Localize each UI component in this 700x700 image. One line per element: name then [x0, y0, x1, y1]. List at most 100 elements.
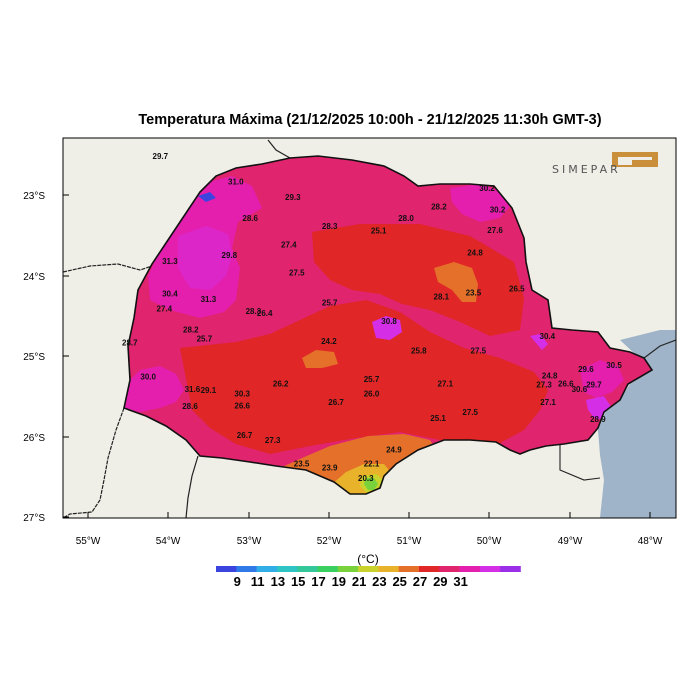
station-value: 28.1	[434, 293, 450, 302]
station-value: 23.5	[294, 459, 310, 468]
zone-29-31	[450, 184, 510, 222]
lon-label: 52°W	[317, 536, 342, 547]
colorbar-label: 29	[433, 574, 447, 589]
station-value: 27.5	[462, 408, 478, 417]
station-value: 27.3	[265, 436, 281, 445]
station-value: 25.8	[411, 347, 427, 356]
station-value: 25.7	[322, 298, 338, 307]
station-value: 27.5	[289, 269, 305, 278]
colorbar-swatch	[216, 566, 237, 572]
colorbar-label: 13	[271, 574, 285, 589]
colorbar-swatch	[236, 566, 257, 572]
station-value: 25.7	[364, 375, 380, 384]
colorbar-label: 21	[352, 574, 366, 589]
station-value: 26.2	[273, 380, 289, 389]
station-value: 22.1	[364, 459, 380, 468]
station-value: 28.2	[183, 326, 199, 335]
colorbar-label: 9	[234, 574, 241, 589]
zone-31-33	[372, 316, 402, 340]
zone-29-31	[580, 360, 624, 398]
temperature-field	[124, 156, 652, 494]
station-value: 28.3	[246, 307, 262, 316]
colorbar-label: 17	[311, 574, 325, 589]
lat-label: 27°S	[23, 513, 45, 524]
station-value: 25.1	[371, 227, 387, 236]
lat-label: 25°S	[23, 352, 45, 363]
station-value: 27.1	[438, 380, 454, 389]
station-value: 27.4	[281, 240, 297, 249]
colorbar-label: 11	[251, 574, 265, 589]
border-line	[63, 407, 125, 518]
station-value: 30.4	[162, 289, 178, 298]
station-value: 28.0	[398, 214, 414, 223]
zone-31-33	[178, 226, 232, 290]
colorbar-swatch	[500, 566, 521, 572]
station-value: 30.8	[381, 317, 397, 326]
zone-23-25	[434, 262, 478, 302]
zone-29-31	[124, 366, 184, 412]
axis-ticks	[63, 194, 651, 518]
colorbar-unit: (°C)	[357, 552, 378, 566]
station-value: 28.7	[122, 339, 138, 348]
station-value: 25.1	[430, 414, 446, 423]
colorbar-swatch	[256, 566, 278, 572]
station-value: 29.3	[285, 193, 301, 202]
colorbar-swatch	[358, 566, 379, 572]
lat-label: 24°S	[23, 272, 45, 283]
zone-23-25	[302, 350, 338, 368]
lon-label: 54°W	[156, 536, 181, 547]
zone-25-27	[312, 224, 524, 336]
colorbar: 9 11 13 15 17 19 21 23 25 27 29 31	[216, 566, 521, 589]
station-value: 30.2	[479, 184, 495, 193]
border-line	[267, 139, 291, 159]
station-value: 28.6	[182, 402, 198, 411]
station-value: 29.6	[578, 365, 594, 374]
station-value: 28.9	[590, 415, 606, 424]
colorbar-swatch	[479, 566, 501, 572]
lon-label: 51°W	[397, 536, 422, 547]
station-value: 26.4	[257, 309, 273, 318]
station-value: 27.5	[471, 347, 487, 356]
station-value: 30.3	[234, 389, 250, 398]
border-line	[643, 339, 676, 359]
colorbar-swatch	[419, 566, 440, 572]
station-value: 28.3	[322, 222, 338, 231]
station-value: 29.7	[586, 380, 602, 389]
zone-31-33	[530, 334, 548, 350]
station-value: 26.7	[328, 398, 344, 407]
state-outline	[123, 155, 654, 495]
station-value: 31.6	[185, 385, 201, 394]
station-value: 29.8	[222, 251, 238, 260]
ocean-area	[598, 330, 676, 518]
station-value: 29.7	[153, 152, 169, 161]
logo-text: SIMEPAR	[552, 163, 621, 176]
lon-label: 55°W	[76, 536, 101, 547]
station-value: 28.2	[431, 203, 447, 212]
colorbar-swatch	[317, 566, 339, 572]
colorbar-swatch	[337, 566, 359, 572]
colorbar-swatch	[439, 566, 460, 572]
station-value: 27.6	[487, 226, 503, 235]
zone-17-19	[364, 478, 378, 490]
station-value: 29.1	[201, 386, 217, 395]
station-value: 30.2	[490, 206, 506, 215]
station-value: 20.3	[358, 474, 374, 483]
colorbar-label: 23	[372, 574, 386, 589]
station-value: 26.6	[558, 380, 574, 389]
station-value: 27.3	[536, 380, 552, 389]
lat-label: 23°S	[23, 191, 45, 202]
station-value: 27.1	[540, 398, 556, 407]
station-value: 27.4	[157, 305, 173, 314]
station-value: 26.7	[237, 431, 253, 440]
simepar-logo: SIMEPAR	[552, 152, 658, 176]
station-value: 30.5	[606, 361, 622, 370]
station-value: 24.8	[542, 372, 558, 381]
station-value: 30.4	[540, 332, 556, 341]
station-values: 29.7 31.0 29.3 30.2 28.2 30.2 28.6 28.3 28.0 25.1…	[122, 152, 622, 483]
colorbar-label: 25	[392, 574, 406, 589]
lon-label: 49°W	[558, 536, 583, 547]
station-value: 26.6	[234, 401, 250, 410]
station-value: 28.6	[242, 214, 258, 223]
colorbar-swatch	[297, 566, 318, 572]
